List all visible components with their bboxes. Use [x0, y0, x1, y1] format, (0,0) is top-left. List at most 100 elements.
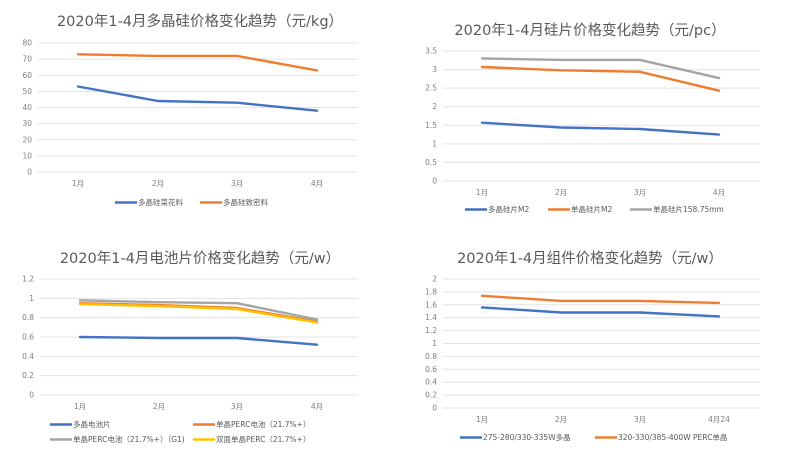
chart-4: 2020年1-4月组件价格变化趋势（元/w） 0 0.2 0.4 0.6 0.8 1 1.2 1…: [425, 250, 760, 442]
y-tick-label: 1.2: [425, 326, 437, 335]
legend: 多晶硅片M2 单晶硅片M2 单晶硅片158.75mm: [465, 204, 724, 214]
series-line: [76, 85, 319, 112]
legend-label: 320-330/385-400W PERC单晶: [618, 432, 727, 442]
x-tick-label: 3月: [634, 188, 646, 197]
series-1: [480, 121, 721, 136]
x-tick-label: 4月: [713, 188, 725, 197]
y-tick-label: 0: [432, 177, 437, 186]
x-tick-label: 1月: [476, 415, 488, 424]
legend-item: 单晶PERC电池（21.7%+）（G1): [50, 434, 185, 444]
y-tick-label: 0.4: [425, 378, 437, 387]
x-tick-label: 3月: [231, 402, 243, 411]
x-tick-label: 4月: [311, 402, 323, 411]
y-tick-label: 0.5: [425, 158, 437, 167]
x-tick-label: 2月: [152, 179, 164, 188]
chart-title: 2020年1-4月硅片价格变化趋势（元/pc）: [454, 22, 725, 39]
x-tick-label: 2月: [153, 402, 165, 411]
legend-item: 单晶PERC电池（21.7%+）: [193, 419, 310, 429]
chart-2: 2020年1-4月硅片价格变化趋势（元/pc） 0 0.5 1 1.5 2 2.5 3 3.5 1…: [425, 22, 760, 214]
legend-item: 单晶硅片158.75mm: [630, 204, 724, 214]
series-3: [78, 299, 319, 321]
legend-label: 275-280/330-335W多晶: [483, 432, 571, 442]
legend-item: 多晶硅菜花料: [115, 197, 183, 207]
y-tick-label: 0: [27, 168, 32, 177]
y-tick-label: 0.2: [22, 371, 34, 380]
legend-label: 多晶硅菜花料: [138, 197, 183, 207]
y-tick-label: 0: [432, 404, 437, 413]
x-tick-label: 2月: [555, 415, 567, 424]
series-line: [480, 306, 721, 318]
legend-label: 单晶硅片M2: [571, 204, 612, 214]
legend-item: 320-330/385-400W PERC单晶: [595, 432, 727, 442]
series-4: [78, 302, 319, 324]
series-3: [480, 57, 721, 80]
y-tick-label: 40: [22, 103, 32, 112]
x-tick-label: 3月: [231, 179, 243, 188]
y-tick-label: 1.6: [425, 300, 437, 309]
y-tick-label: 1: [29, 294, 34, 303]
series-2: [480, 65, 721, 92]
legend-item: 多晶硅致密料: [200, 197, 268, 207]
y-tick-label: 20: [22, 135, 32, 144]
y-tick-label: 30: [22, 119, 32, 128]
series-line: [480, 294, 721, 305]
chart-title: 2020年1-4月电池片价格变化趋势（元/w）: [60, 250, 340, 267]
y-tick-label: 1.2: [22, 275, 34, 284]
series-2: [480, 294, 721, 305]
x-tick-label: 1月: [72, 179, 84, 188]
series-2: [76, 53, 319, 72]
y-tick-label: 2.5: [425, 84, 437, 93]
y-tick-label: 0.4: [22, 352, 34, 361]
x-tick-label: 2月: [555, 188, 567, 197]
y-tick-label: 70: [22, 55, 32, 64]
series-line: [480, 57, 721, 80]
y-tick-label: 80: [22, 39, 32, 48]
legend: 275-280/330-335W多晶 320-330/385-400W PERC单…: [460, 432, 727, 442]
y-tick-label: 0.6: [22, 333, 34, 342]
x-tick-label: 4月24: [708, 415, 730, 424]
x-tick-label: 1月: [74, 402, 86, 411]
y-tick-label: 3: [432, 65, 437, 74]
series-1: [78, 335, 319, 346]
legend-item: 双面单晶PERC（21.7%+）: [193, 434, 310, 444]
x-tick-label: 4月: [311, 179, 323, 188]
y-tick-label: 10: [22, 151, 32, 160]
x-tick-label: 3月: [634, 415, 646, 424]
y-tick-label: 0.8: [22, 313, 34, 322]
legend-label: 双面单晶PERC（21.7%+）: [216, 434, 310, 444]
x-tick-label: 1月: [476, 188, 488, 197]
legend-label: 单晶PERC电池（21.7%+）: [216, 419, 310, 429]
legend-item: 单晶硅片M2: [548, 204, 612, 214]
series-line: [480, 65, 721, 92]
legend-label: 多晶电池片: [73, 419, 111, 429]
legend: 多晶硅菜花料 多晶硅致密料: [115, 197, 268, 207]
legend-label: 单晶硅片158.75mm: [653, 204, 724, 214]
y-tick-label: 60: [22, 71, 32, 80]
y-tick-label: 3.5: [425, 47, 437, 56]
series-line: [78, 335, 319, 346]
legend-item: 多晶电池片: [50, 419, 111, 429]
y-tick-label: 2: [432, 275, 437, 284]
y-tick-label: 1.8: [425, 287, 437, 296]
y-tick-label: 2: [432, 102, 437, 111]
legend-label: 单晶PERC电池（21.7%+）（G1): [73, 434, 185, 444]
series-line: [480, 121, 721, 136]
chart-1: 2020年1-4月多晶硅价格变化趋势（元/kg） 0 10 20 30 40 50 60 70 8…: [22, 13, 358, 207]
y-tick-label: 0.6: [425, 365, 437, 374]
series-1: [76, 85, 319, 112]
y-tick-label: 1.5: [425, 121, 437, 130]
legend-item: 275-280/330-335W多晶: [460, 432, 571, 442]
series-line: [78, 299, 319, 321]
y-tick-label: 1.4: [425, 313, 437, 322]
series-line: [78, 302, 319, 324]
series-1: [480, 306, 721, 318]
y-tick-label: 1: [432, 339, 437, 348]
y-tick-label: 0: [29, 391, 34, 400]
y-tick-label: 0.8: [425, 352, 437, 361]
chart-3: 2020年1-4月电池片价格变化趋势（元/w） 0 0.2 0.4 0.6 0.8 1 1.2…: [22, 250, 358, 444]
series-line: [76, 53, 319, 72]
legend-label: 多晶硅片M2: [488, 204, 529, 214]
y-tick-label: 50: [22, 87, 32, 96]
y-tick-label: 1: [432, 139, 437, 148]
